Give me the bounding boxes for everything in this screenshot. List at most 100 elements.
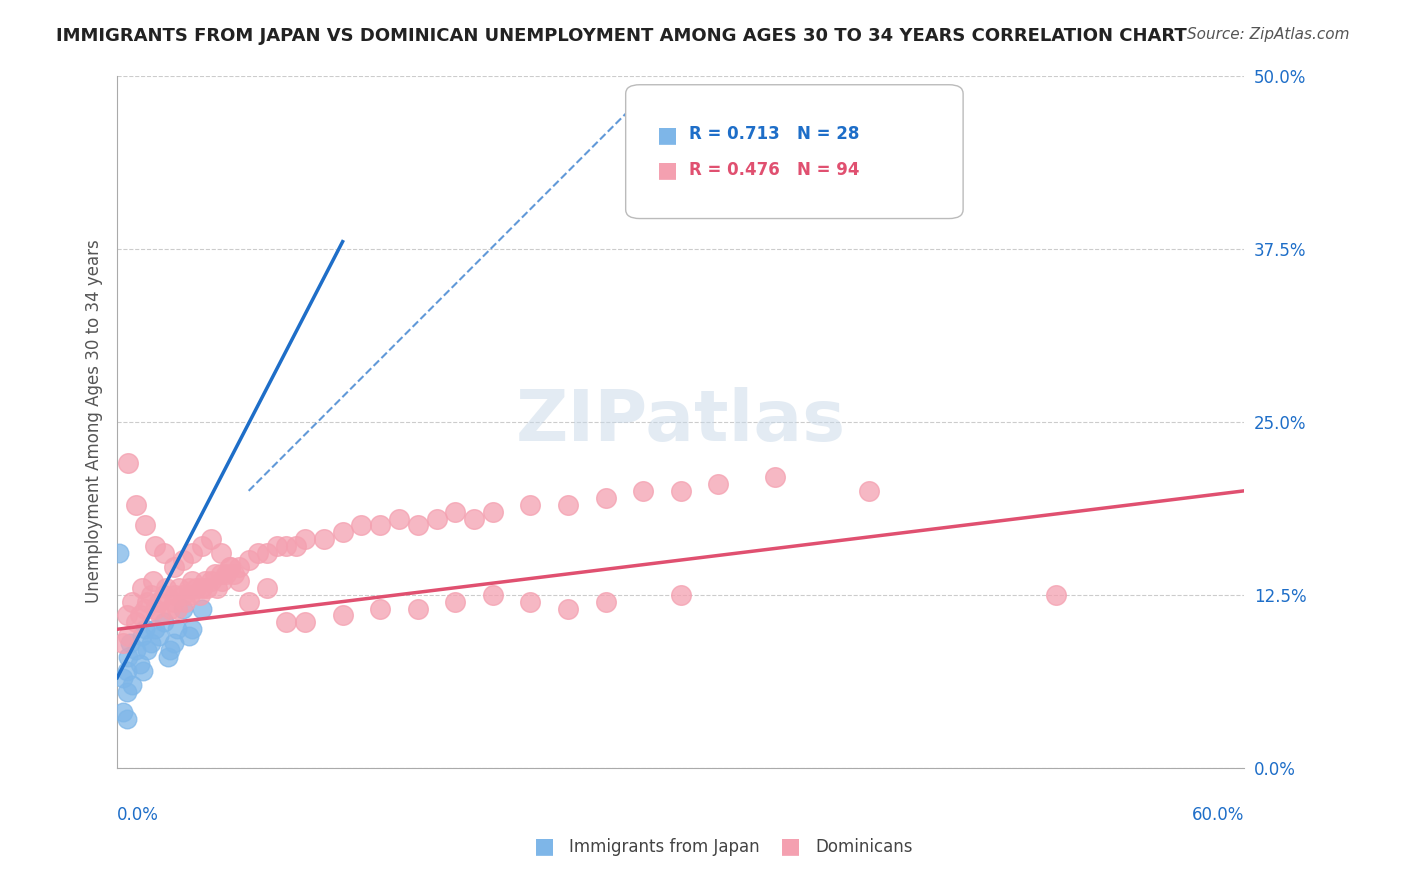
Point: [134, 622, 156, 636]
Point: [519, 498, 541, 512]
Point: [219, 560, 242, 574]
Point: [669, 483, 692, 498]
Point: [284, 539, 307, 553]
Point: [153, 588, 176, 602]
Point: [159, 601, 181, 615]
Point: [211, 574, 233, 588]
Point: [247, 546, 270, 560]
Point: [444, 505, 467, 519]
Point: [195, 581, 218, 595]
Point: [148, 594, 170, 608]
Point: [190, 581, 212, 595]
Point: [134, 518, 156, 533]
Point: [125, 498, 148, 512]
Point: [143, 601, 166, 615]
Point: [121, 678, 143, 692]
Point: [190, 601, 212, 615]
Point: [228, 574, 250, 588]
Point: [159, 643, 181, 657]
Point: [228, 560, 250, 574]
Point: [209, 566, 232, 581]
Point: [557, 601, 579, 615]
Point: [256, 581, 278, 595]
Point: [136, 594, 159, 608]
Point: [294, 533, 316, 547]
Point: [595, 594, 617, 608]
Point: [125, 615, 148, 630]
Point: [131, 581, 153, 595]
Point: [165, 588, 187, 602]
Point: [172, 588, 194, 602]
Point: [763, 470, 786, 484]
Point: [117, 456, 139, 470]
Point: [117, 649, 139, 664]
Point: [143, 622, 166, 636]
Point: [215, 566, 238, 581]
Point: [368, 518, 391, 533]
Point: [177, 629, 200, 643]
Point: [111, 636, 134, 650]
Point: [115, 684, 138, 698]
Text: Dominicans: Dominicans: [815, 838, 912, 856]
Point: [153, 615, 176, 630]
Point: [707, 476, 730, 491]
Text: ZIPatlas: ZIPatlas: [516, 387, 846, 456]
Point: [181, 622, 204, 636]
Point: [332, 525, 354, 540]
Point: [120, 636, 142, 650]
Point: [177, 581, 200, 595]
Point: [128, 657, 150, 671]
Point: [136, 643, 159, 657]
Point: [276, 615, 298, 630]
Point: [463, 511, 485, 525]
Point: [173, 594, 195, 608]
Point: [115, 712, 138, 726]
Point: [388, 511, 411, 525]
Point: [162, 560, 184, 574]
Y-axis label: Unemployment Among Ages 30 to 34 years: Unemployment Among Ages 30 to 34 years: [86, 240, 103, 604]
Point: [162, 636, 184, 650]
Point: [406, 518, 429, 533]
Point: [350, 518, 373, 533]
Point: [332, 608, 354, 623]
Point: [312, 533, 335, 547]
Point: [139, 636, 162, 650]
Point: [149, 608, 172, 623]
Point: [155, 581, 177, 595]
Point: [519, 594, 541, 608]
Point: [128, 608, 150, 623]
Point: [172, 553, 194, 567]
Point: [209, 546, 232, 560]
Point: [631, 483, 654, 498]
Point: [181, 574, 204, 588]
Point: [111, 706, 134, 720]
Text: R = 0.476   N = 94: R = 0.476 N = 94: [689, 161, 859, 178]
Text: ■: ■: [534, 837, 555, 856]
Point: [111, 671, 134, 685]
Point: [238, 553, 260, 567]
Point: [557, 498, 579, 512]
Point: [205, 581, 228, 595]
Point: [117, 629, 139, 643]
Text: 0.0%: 0.0%: [117, 805, 159, 824]
Point: [172, 601, 194, 615]
Point: [425, 511, 447, 525]
Text: ■: ■: [780, 837, 801, 856]
Point: [143, 539, 166, 553]
Point: [669, 588, 692, 602]
Point: [142, 574, 165, 588]
Point: [190, 539, 212, 553]
Point: [162, 594, 184, 608]
Text: ■: ■: [657, 161, 678, 180]
Text: R = 0.713   N = 28: R = 0.713 N = 28: [689, 125, 859, 143]
Point: [595, 491, 617, 505]
Point: [219, 560, 242, 574]
Point: [368, 601, 391, 615]
Point: [121, 594, 143, 608]
Point: [266, 539, 288, 553]
Point: [1045, 588, 1067, 602]
Point: [200, 533, 222, 547]
Point: [167, 581, 190, 595]
Text: Immigrants from Japan: Immigrants from Japan: [569, 838, 761, 856]
Point: [858, 483, 880, 498]
